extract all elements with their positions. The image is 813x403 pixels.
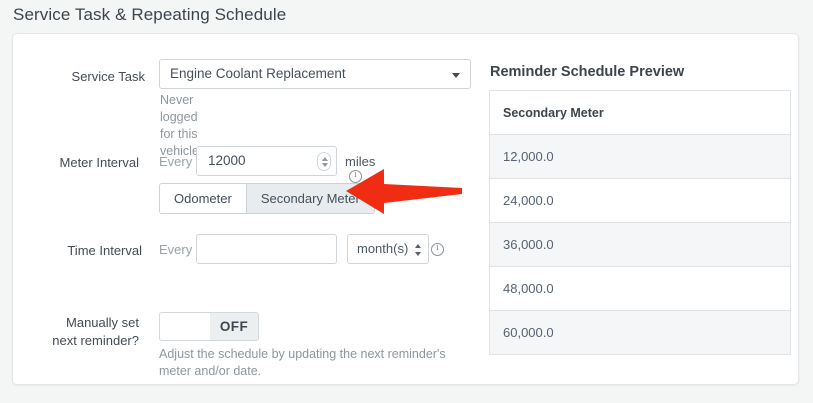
service-task-value: Engine Coolant Replacement [170, 66, 346, 81]
meter-type-segmented-control[interactable]: Odometer Secondary Meter [159, 183, 375, 214]
reminder-schedule-preview: Reminder Schedule Preview Secondary Mete… [476, 34, 800, 384]
manual-reminder-toggle[interactable]: OFF [159, 312, 259, 341]
preview-title: Reminder Schedule Preview [490, 64, 685, 80]
schedule-form: Service Task Engine Coolant Replacement … [13, 34, 473, 384]
info-circle-icon[interactable] [431, 242, 444, 256]
time-interval-input[interactable] [196, 234, 337, 264]
meter-units-text: miles [345, 154, 375, 184]
time-interval-label: Time Interval [67, 243, 142, 258]
segment-odometer[interactable]: Odometer [160, 184, 246, 213]
time-info-wrap [427, 241, 444, 259]
preview-column-header: Secondary Meter [490, 91, 790, 135]
time-unit-select[interactable]: month(s) [347, 234, 430, 264]
table-row: 60,000.0 [490, 311, 790, 355]
select-down-arrow [415, 252, 422, 256]
segment-secondary-meter[interactable]: Secondary Meter [245, 184, 374, 213]
table-row: 48,000.0 [490, 267, 790, 311]
meter-units-label: miles [345, 154, 376, 169]
schedule-card: Service Task Engine Coolant Replacement … [12, 33, 799, 385]
time-unit-value: month(s) [357, 241, 409, 256]
manual-reminder-label-line2: next reminder? [52, 333, 139, 348]
meter-interval-label: Meter Interval [59, 155, 139, 170]
select-spinner-icon[interactable] [415, 244, 422, 256]
time-every-label: Every [159, 242, 193, 257]
meter-every-label: Every [159, 154, 193, 169]
page-title: Service Task & Repeating Schedule [13, 5, 287, 24]
service-task-helper: Never logged for this vehicle. [160, 93, 203, 158]
number-spinner-icon[interactable] [317, 152, 331, 171]
preview-table: Secondary Meter 12,000.0 24,000.0 36,000… [489, 90, 791, 355]
table-row: 36,000.0 [490, 223, 790, 267]
meter-interval-input[interactable]: 12000 [196, 146, 337, 176]
table-row: 24,000.0 [490, 179, 790, 223]
manual-reminder-label: Manually set next reminder? [33, 314, 139, 350]
toggle-knob [160, 313, 210, 340]
service-task-select[interactable]: Engine Coolant Replacement [159, 59, 471, 89]
spinner-up-arrow[interactable] [321, 156, 328, 161]
table-row: 12,000.0 [490, 135, 790, 179]
chevron-down-icon [452, 73, 460, 78]
manual-reminder-helper: Adjust the schedule by updating the next… [159, 347, 446, 378]
spinner-down-arrow[interactable] [321, 162, 328, 167]
select-up-arrow [415, 244, 422, 248]
toggle-state-label: OFF [210, 313, 258, 340]
meter-interval-value: 12000 [208, 153, 246, 168]
service-task-label: Service Task [71, 69, 145, 84]
info-circle-icon[interactable] [349, 169, 362, 183]
manual-reminder-label-line1: Manually set [66, 315, 139, 330]
